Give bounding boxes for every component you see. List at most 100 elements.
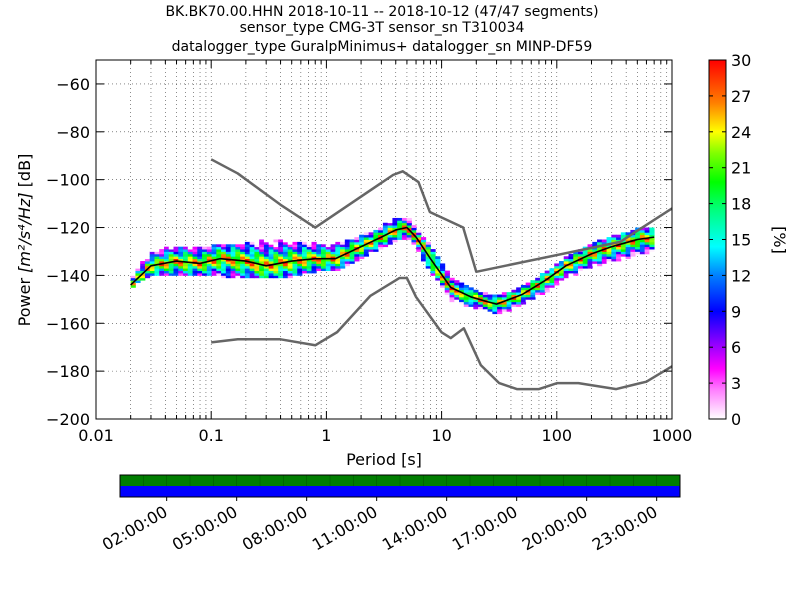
histogram-cell bbox=[278, 275, 284, 279]
histogram-cell bbox=[587, 251, 593, 255]
histogram-cell bbox=[254, 253, 260, 257]
histogram-cell bbox=[282, 275, 289, 279]
histogram-cell bbox=[539, 287, 546, 291]
histogram-cell bbox=[530, 296, 536, 300]
histogram-cell bbox=[297, 268, 303, 272]
histogram-cell bbox=[539, 284, 546, 288]
histogram-cell bbox=[411, 227, 417, 231]
histogram-cell bbox=[144, 263, 151, 267]
histogram-cell bbox=[359, 246, 365, 250]
histogram-cell bbox=[511, 292, 517, 295]
histogram-cell bbox=[306, 263, 312, 267]
histogram-cell bbox=[197, 258, 203, 262]
histogram-cell bbox=[406, 232, 412, 236]
histogram-cell bbox=[292, 268, 298, 272]
histogram-cell bbox=[249, 265, 255, 269]
histogram-cell bbox=[216, 249, 222, 252]
histogram-cell bbox=[325, 244, 331, 248]
histogram-cell bbox=[611, 239, 617, 243]
histogram-cell bbox=[311, 261, 317, 264]
histogram-cell bbox=[282, 270, 289, 274]
histogram-cell bbox=[573, 273, 579, 276]
histogram-cell bbox=[221, 253, 227, 257]
histogram-cell bbox=[206, 251, 212, 255]
histogram-cell bbox=[221, 273, 227, 276]
histogram-cell bbox=[463, 284, 469, 288]
histogram-cell bbox=[202, 253, 208, 257]
histogram-cell bbox=[187, 273, 193, 276]
histogram-cell bbox=[573, 268, 579, 272]
histogram-cell bbox=[268, 249, 274, 252]
histogram-cell bbox=[225, 273, 232, 276]
histogram-cell bbox=[539, 277, 546, 281]
histogram-cell bbox=[306, 244, 312, 248]
histogram-cell bbox=[235, 273, 241, 276]
histogram-cell bbox=[325, 251, 331, 255]
histogram-cell bbox=[435, 280, 441, 283]
histogram-cell bbox=[340, 258, 346, 262]
histogram-cell bbox=[506, 308, 512, 312]
histogram-cell bbox=[554, 277, 560, 281]
histogram-cell bbox=[520, 287, 527, 291]
histogram-cell bbox=[649, 244, 655, 248]
histogram-cell bbox=[525, 296, 531, 300]
histogram-cell bbox=[478, 294, 484, 298]
histogram-cell bbox=[221, 246, 227, 250]
histogram-cell bbox=[282, 244, 289, 248]
histogram-cell bbox=[263, 258, 270, 262]
histogram-cell bbox=[349, 239, 355, 243]
histogram-cell bbox=[325, 261, 331, 264]
histogram-cell bbox=[373, 232, 379, 236]
histogram-cell bbox=[325, 258, 331, 262]
histogram-cell bbox=[520, 301, 527, 305]
histogram-cell bbox=[344, 256, 350, 260]
histogram-cell bbox=[397, 232, 403, 236]
histogram-cell bbox=[278, 241, 284, 245]
histogram-cell bbox=[206, 265, 212, 269]
histogram-cell bbox=[183, 273, 189, 276]
histogram-cell bbox=[249, 249, 255, 252]
histogram-cell bbox=[416, 234, 422, 238]
histogram-cell bbox=[473, 289, 479, 293]
histogram-cell bbox=[311, 253, 317, 257]
histogram-cell bbox=[382, 237, 389, 240]
histogram-cell bbox=[301, 261, 308, 264]
histogram-cell bbox=[340, 249, 346, 252]
histogram-cell bbox=[463, 292, 469, 295]
histogram-cell bbox=[368, 232, 374, 236]
histogram-cell bbox=[211, 263, 217, 267]
colorbar-label: [%] bbox=[770, 226, 789, 254]
histogram-cell bbox=[297, 251, 303, 255]
histogram-cell bbox=[478, 306, 484, 310]
histogram-cell bbox=[211, 246, 217, 250]
histogram-cell bbox=[449, 299, 455, 303]
histogram-cell bbox=[330, 253, 336, 257]
histogram-cell bbox=[639, 239, 646, 243]
histogram-cell bbox=[230, 249, 236, 252]
histogram-cell bbox=[335, 251, 341, 255]
histogram-cell bbox=[287, 253, 293, 257]
histogram-cell bbox=[268, 239, 274, 243]
histogram-cell bbox=[359, 234, 365, 238]
histogram-cell bbox=[511, 299, 517, 303]
histogram-cell bbox=[635, 241, 641, 245]
histogram-cell bbox=[611, 234, 617, 238]
histogram-cell bbox=[639, 241, 646, 245]
histogram-cell bbox=[425, 261, 431, 264]
histogram-cell bbox=[173, 265, 179, 269]
plot-frame bbox=[95, 59, 673, 420]
histogram-cell bbox=[573, 261, 579, 264]
histogram-cell bbox=[240, 256, 246, 260]
histogram-cell bbox=[211, 273, 217, 276]
histogram-cell bbox=[430, 268, 436, 272]
histogram-cell bbox=[387, 222, 393, 226]
histogram-cell bbox=[497, 306, 503, 310]
histogram-cell bbox=[620, 251, 627, 255]
histogram-cell bbox=[378, 229, 384, 233]
histogram-cell bbox=[292, 270, 298, 274]
histogram-cell bbox=[425, 263, 431, 267]
x-tick-label: 1 bbox=[321, 426, 331, 445]
histogram-cell bbox=[558, 263, 565, 267]
histogram-cell bbox=[344, 258, 350, 262]
histogram-cell bbox=[202, 270, 208, 274]
